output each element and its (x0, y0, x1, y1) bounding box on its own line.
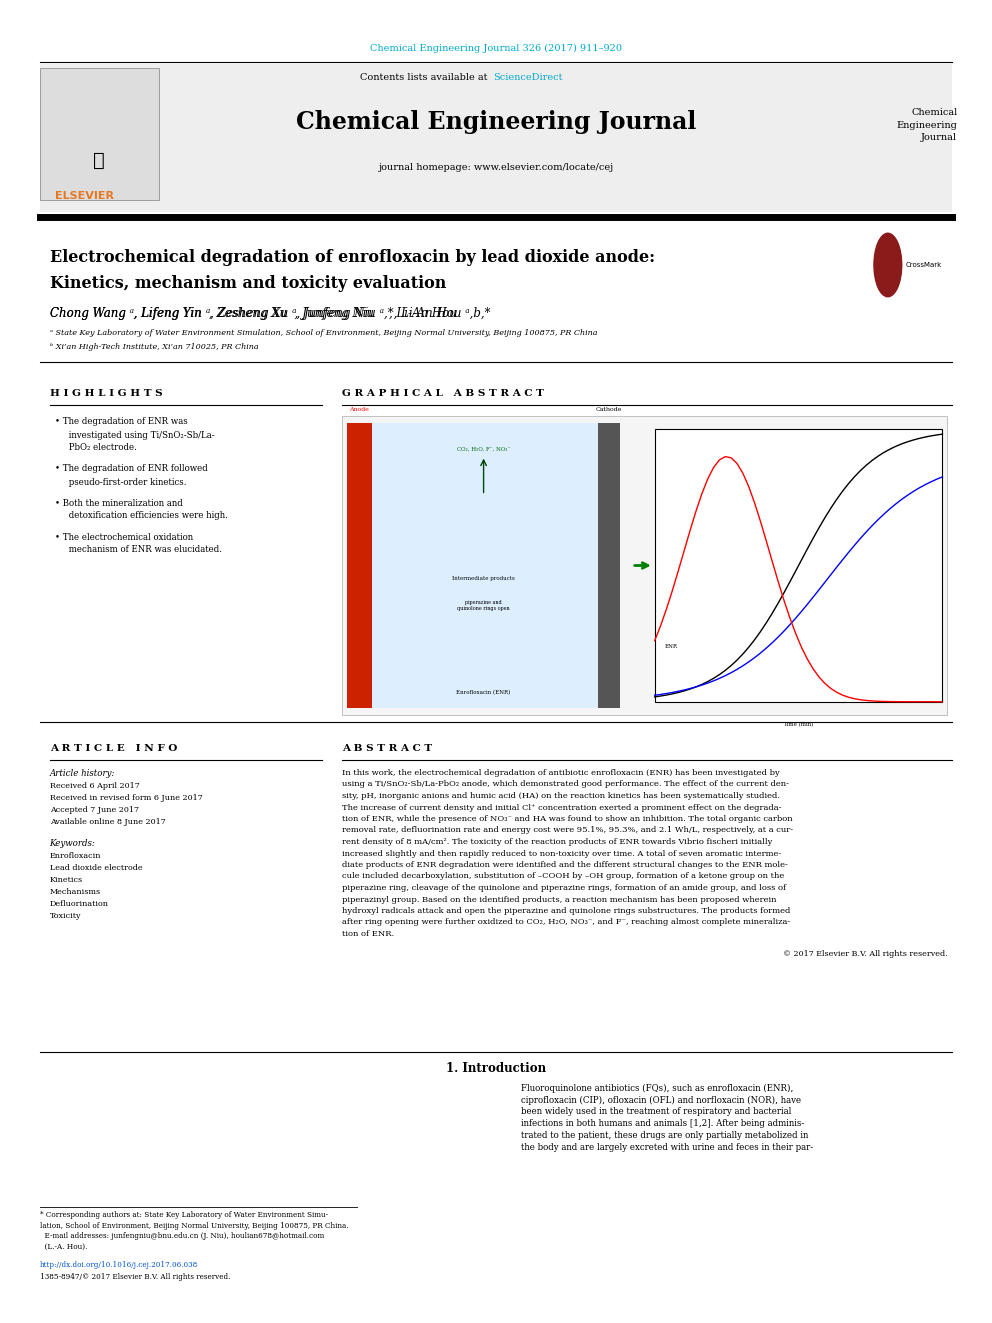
Text: piperazinyl group. Based on the identified products, a reaction mechanism has be: piperazinyl group. Based on the identifi… (342, 896, 777, 904)
Text: © 2017 Elsevier B.V. All rights reserved.: © 2017 Elsevier B.V. All rights reserved… (783, 950, 947, 958)
Text: Chong Wang  , Lifeng Yin  , Zesheng Xu  , Junfeng Niu    , Li-An Hou: Chong Wang , Lifeng Yin , Zesheng Xu , J… (50, 307, 479, 319)
Text: journal homepage: www.elsevier.com/locate/cej: journal homepage: www.elsevier.com/locat… (378, 164, 614, 172)
Text: after ring opening were further oxidized to CO₂, H₂O, NO₃⁻, and F⁻, reaching alm: after ring opening were further oxidized… (342, 918, 791, 926)
Text: tion of ENR.: tion of ENR. (342, 930, 395, 938)
Text: H I G H L I G H T S: H I G H L I G H T S (50, 389, 163, 397)
Text: ciprofloxacin (CIP), ofloxacin (OFL) and norfloxacin (NOR), have: ciprofloxacin (CIP), ofloxacin (OFL) and… (521, 1095, 801, 1105)
Text: • The electrochemical oxidation: • The electrochemical oxidation (55, 532, 192, 541)
Text: PbO₂ electrode.: PbO₂ electrode. (55, 443, 137, 452)
Text: diate products of ENR degradation were identified and the different structural c: diate products of ENR degradation were i… (342, 861, 788, 869)
Text: • The degradation of ENR followed: • The degradation of ENR followed (55, 464, 207, 474)
Text: Available online 8 June 2017: Available online 8 June 2017 (50, 818, 166, 826)
Text: Electrochemical degradation of enrofloxacin by lead dioxide anode:: Electrochemical degradation of enrofloxa… (50, 250, 655, 266)
Text: (L.-A. Hou).: (L.-A. Hou). (40, 1242, 87, 1250)
Text: piperazine ring, cleavage of the quinolone and piperazine rings, formation of an: piperazine ring, cleavage of the quinolo… (342, 884, 787, 892)
Text: pseudo-first-order kinetics.: pseudo-first-order kinetics. (55, 478, 186, 487)
Text: 🌳: 🌳 (93, 151, 105, 169)
Text: piperazine and
quinolone rings open: piperazine and quinolone rings open (457, 599, 510, 611)
Text: Kinetics: Kinetics (50, 876, 82, 884)
Text: Mechanisms: Mechanisms (50, 888, 101, 896)
Text: tion of ENR, while the presence of NO₃⁻ and HA was found to show an inhibition. : tion of ENR, while the presence of NO₃⁻ … (342, 815, 793, 823)
Text: rent density of 8 mA/cm². The toxicity of the reaction products of ENR towards V: rent density of 8 mA/cm². The toxicity o… (342, 837, 773, 845)
Text: Keywords:: Keywords: (50, 839, 95, 848)
Text: Article history:: Article history: (50, 769, 115, 778)
Text: ᵃ State Key Laboratory of Water Environment Simulation, School of Environment, B: ᵃ State Key Laboratory of Water Environm… (50, 329, 597, 337)
Text: infections in both humans and animals [1,2]. After being adminis-: infections in both humans and animals [1… (521, 1119, 805, 1129)
Text: Chemical Engineering Journal: Chemical Engineering Journal (296, 110, 696, 134)
Text: increased slightly and then rapidly reduced to non-toxicity over time. A total o: increased slightly and then rapidly redu… (342, 849, 782, 857)
Text: investigated using Ti/SnO₂-Sb/La-: investigated using Ti/SnO₂-Sb/La- (55, 430, 214, 439)
Text: Lead dioxide electrode: Lead dioxide electrode (50, 864, 142, 872)
Text: • Both the mineralization and: • Both the mineralization and (55, 499, 183, 508)
Text: CrossMark: CrossMark (906, 262, 942, 269)
Text: Received in revised form 6 June 2017: Received in revised form 6 June 2017 (50, 794, 202, 802)
Text: http://dx.doi.org/10.1016/j.cej.2017.06.038: http://dx.doi.org/10.1016/j.cej.2017.06.… (40, 1261, 198, 1269)
Text: Defluorination: Defluorination (50, 900, 108, 908)
Text: detoxification efficiencies were high.: detoxification efficiencies were high. (55, 512, 227, 520)
Text: 1. Introduction: 1. Introduction (446, 1061, 546, 1074)
Text: Cathode: Cathode (596, 407, 622, 411)
FancyBboxPatch shape (598, 422, 620, 708)
Text: hydroxyl radicals attack and open the piperazine and quinolone rings substructur: hydroxyl radicals attack and open the pi… (342, 908, 791, 916)
Text: Anode: Anode (349, 407, 369, 411)
Text: lation, School of Environment, Beijing Normal University, Beijing 100875, PR Chi: lation, School of Environment, Beijing N… (40, 1221, 348, 1229)
Text: sity, pH, inorganic anions and humic acid (HA) on the reaction kinetics has been: sity, pH, inorganic anions and humic aci… (342, 792, 781, 800)
Text: Chemical Engineering Journal 326 (2017) 911–920: Chemical Engineering Journal 326 (2017) … (370, 44, 622, 53)
Text: Toxicity: Toxicity (50, 912, 81, 919)
Text: In this work, the electrochemical degradation of antibiotic enrofloxacin (ENR) h: In this work, the electrochemical degrad… (342, 769, 780, 777)
Text: removal rate, defluorination rate and energy cost were 95.1%, 95.3%, and 2.1 Wh/: removal rate, defluorination rate and en… (342, 827, 794, 835)
Ellipse shape (874, 233, 902, 296)
Text: mechanism of ENR was elucidated.: mechanism of ENR was elucidated. (55, 545, 221, 554)
Text: G R A P H I C A L   A B S T R A C T: G R A P H I C A L A B S T R A C T (342, 389, 545, 397)
FancyBboxPatch shape (347, 422, 372, 708)
Text: ELSEVIER: ELSEVIER (55, 191, 113, 201)
Text: Enrofloxacin: Enrofloxacin (50, 852, 101, 860)
Text: trated to the patient, these drugs are only partially metabolized in: trated to the patient, these drugs are o… (521, 1131, 808, 1140)
FancyBboxPatch shape (372, 422, 598, 708)
FancyBboxPatch shape (40, 67, 159, 200)
Text: been widely used in the treatment of respiratory and bacterial: been widely used in the treatment of res… (521, 1107, 792, 1117)
Text: ScienceDirect: ScienceDirect (493, 74, 562, 82)
Text: Fluoroquinolone antibiotics (FQs), such as enrofloxacin (ENR),: Fluoroquinolone antibiotics (FQs), such … (521, 1084, 794, 1093)
Text: 1385-8947/© 2017 Elsevier B.V. All rights reserved.: 1385-8947/© 2017 Elsevier B.V. All right… (40, 1273, 230, 1281)
FancyBboxPatch shape (40, 64, 952, 212)
FancyBboxPatch shape (655, 429, 942, 701)
Text: ENR: ENR (665, 644, 678, 648)
Text: cule included decarboxylation, substitution of –COOH by –OH group, formation of : cule included decarboxylation, substitut… (342, 872, 785, 881)
Text: using a Ti/SnO₂-Sb/La-PbO₂ anode, which demonstrated good performance. The effec: using a Ti/SnO₂-Sb/La-PbO₂ anode, which … (342, 781, 790, 789)
Text: Time (min): Time (min) (784, 721, 813, 726)
FancyBboxPatch shape (342, 415, 947, 714)
Text: • The degradation of ENR was: • The degradation of ENR was (55, 418, 187, 426)
Text: Received 6 April 2017: Received 6 April 2017 (50, 782, 139, 790)
Text: the body and are largely excreted with urine and feces in their par-: the body and are largely excreted with u… (521, 1143, 812, 1152)
Text: Chemical
Engineering
Journal: Chemical Engineering Journal (897, 108, 957, 142)
Text: * Corresponding authors at: State Key Laboratory of Water Environment Simu-: * Corresponding authors at: State Key La… (40, 1211, 327, 1218)
Text: Accepted 7 June 2017: Accepted 7 June 2017 (50, 806, 139, 814)
Text: The increase of current density and initial Cl⁺ concentration exerted a prominen: The increase of current density and init… (342, 803, 782, 811)
Text: A B S T R A C T: A B S T R A C T (342, 744, 433, 753)
Text: Intermediate products: Intermediate products (452, 577, 515, 581)
Text: Kinetics, mechanism and toxicity evaluation: Kinetics, mechanism and toxicity evaluat… (50, 274, 446, 291)
Text: A R T I C L E   I N F O: A R T I C L E I N F O (50, 744, 177, 753)
Text: Enrofloxacin (ENR): Enrofloxacin (ENR) (456, 691, 511, 695)
Text: CO₂, H₂O, F⁻, NO₃⁻: CO₂, H₂O, F⁻, NO₃⁻ (457, 447, 510, 451)
Text: ᵇ Xi’an High-Tech Institute, Xi’an 710025, PR China: ᵇ Xi’an High-Tech Institute, Xi’an 71002… (50, 343, 258, 351)
Text: E-mail addresses: junfengniu@bnu.edu.cn (J. Niu), houlian678@hotmail.com: E-mail addresses: junfengniu@bnu.edu.cn … (40, 1232, 324, 1240)
Text: Contents lists available at: Contents lists available at (360, 74, 491, 82)
Text: Chong Wang ᵃ, Lifeng Yin ᵃ, Zesheng Xu ᵃ, Junfeng Niu ᵃ,*, Li-An Hou ᵃ,b,*: Chong Wang ᵃ, Lifeng Yin ᵃ, Zesheng Xu ᵃ… (50, 307, 490, 319)
